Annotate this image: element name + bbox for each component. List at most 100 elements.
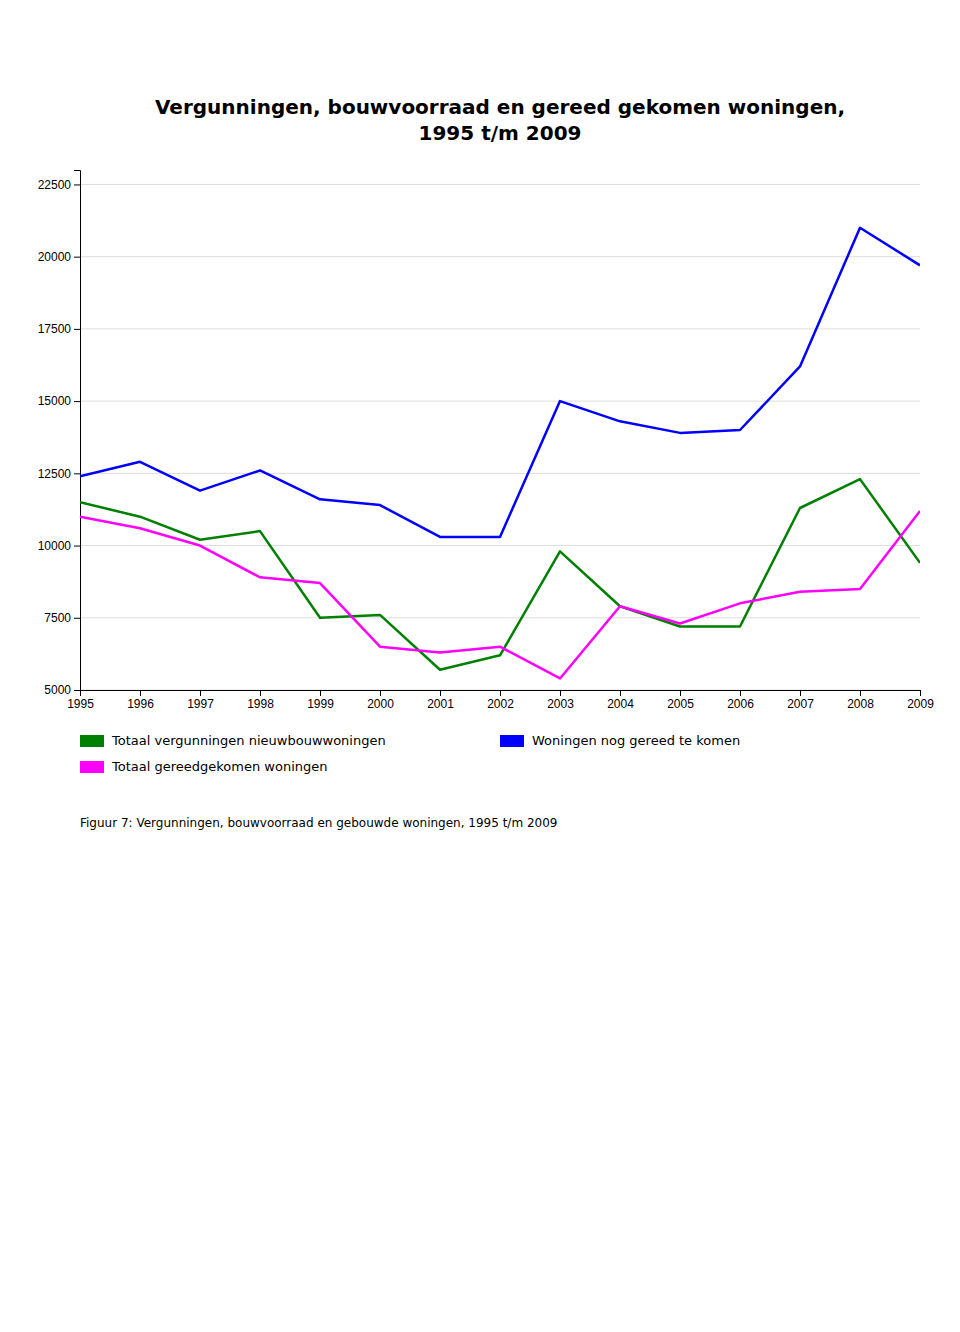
x-tick-label: 2008 bbox=[847, 697, 874, 711]
y-tick: 10000 bbox=[38, 539, 80, 553]
title: Vergunningen, bouwvoorraad en gereed gek… bbox=[155, 95, 845, 145]
x-tick-mark bbox=[200, 690, 201, 696]
y-tick-label: 15000 bbox=[38, 394, 72, 408]
y-tick-label: 20000 bbox=[38, 250, 72, 264]
y-tick: 5000 bbox=[44, 683, 80, 697]
x-tick: 2000 bbox=[367, 690, 394, 711]
x-tick-mark bbox=[920, 690, 921, 696]
x-tick-mark bbox=[740, 690, 741, 696]
x-tick-mark bbox=[320, 690, 321, 696]
x-axis: 1995 1996 1997 1998 1999 2000 2001 2002 2003 2004… bbox=[67, 690, 934, 711]
x-tick-label: 2007 bbox=[787, 697, 814, 711]
grid-line bbox=[80, 328, 920, 329]
x-tick: 1997 bbox=[187, 690, 214, 711]
x-tick-label: 1995 bbox=[67, 697, 94, 711]
x-tick-label: 2005 bbox=[667, 697, 694, 711]
x-tick-mark bbox=[380, 690, 381, 696]
x-tick-label: 2000 bbox=[367, 697, 394, 711]
x-axis-line bbox=[81, 691, 921, 697]
y-tick-mark bbox=[74, 184, 80, 185]
title-line: 1995 t/m 2009 bbox=[419, 121, 582, 145]
grid-line bbox=[80, 256, 920, 257]
title-line: Vergunningen, bouwvoorraad en gereed gek… bbox=[155, 95, 845, 119]
plot: 1995 1996 1997 1998 1999 2000 2001 2002 2003 2004… bbox=[38, 171, 935, 711]
series-group bbox=[80, 228, 920, 679]
x-tick-label: 1998 bbox=[247, 697, 274, 711]
x-tick-mark bbox=[680, 690, 681, 696]
y-tick-label: 12500 bbox=[38, 467, 72, 481]
x-tick: 2001 bbox=[427, 690, 454, 711]
x-tick: 2002 bbox=[487, 690, 514, 711]
series-line bbox=[80, 479, 920, 670]
grid-line bbox=[80, 184, 920, 185]
x-tick-label: 2001 bbox=[427, 697, 454, 711]
x-tick-label: 2003 bbox=[547, 697, 574, 711]
x-tick: 2009 bbox=[907, 690, 934, 711]
grid-line bbox=[80, 401, 920, 402]
x-tick-label: 2009 bbox=[907, 697, 934, 711]
x-tick: 2003 bbox=[547, 690, 574, 711]
legend-swatch bbox=[80, 735, 104, 747]
x-tick-mark bbox=[500, 690, 501, 696]
chart: 1995 1996 1997 1998 1999 2000 2001 2002 2003 2004… bbox=[0, 0, 960, 1332]
y-tick-label: 7500 bbox=[44, 611, 71, 625]
x-tick: 1999 bbox=[307, 690, 334, 711]
legend-item: Totaal gereedgekomen woningen bbox=[80, 759, 327, 774]
x-tick: 1998 bbox=[247, 690, 274, 711]
x-tick: 1995 bbox=[67, 690, 94, 711]
legend-label: Totaal vergunningen nieuwbouwwoningen bbox=[111, 733, 386, 748]
x-tick-label: 2006 bbox=[727, 697, 754, 711]
y-tick-mark bbox=[74, 257, 80, 258]
series-line bbox=[80, 228, 920, 537]
x-tick-label: 2004 bbox=[607, 697, 634, 711]
y-tick: 15000 bbox=[38, 394, 80, 408]
y-tick: 20000 bbox=[38, 250, 80, 264]
x-tick-mark bbox=[800, 690, 801, 696]
caption: Figuur 7: Vergunningen, bouwvoorraad en … bbox=[80, 816, 557, 830]
y-tick-mark bbox=[74, 329, 80, 330]
y-tick-label: 22500 bbox=[38, 178, 72, 192]
legend-swatch bbox=[80, 761, 104, 773]
grid-line bbox=[80, 473, 920, 474]
x-tick: 1996 bbox=[127, 690, 154, 711]
x-tick-label: 1996 bbox=[127, 697, 154, 711]
y-tick-mark bbox=[74, 401, 80, 402]
x-tick-mark bbox=[860, 690, 861, 696]
y-axis: 5000 7500 10000 12500 15000 17500 20000 22500 bbox=[38, 171, 81, 698]
legend-swatch bbox=[500, 735, 524, 747]
legend-item: Woningen nog gereed te komen bbox=[500, 733, 740, 748]
legend-item: Totaal vergunningen nieuwbouwwoningen bbox=[80, 733, 386, 748]
x-tick: 2005 bbox=[667, 690, 694, 711]
x-tick: 2004 bbox=[607, 690, 634, 711]
grid bbox=[80, 184, 920, 690]
x-tick-mark bbox=[140, 690, 141, 696]
y-tick-label: 5000 bbox=[44, 683, 71, 697]
y-tick-mark bbox=[74, 618, 80, 619]
series-line bbox=[80, 511, 920, 679]
grid-line bbox=[80, 545, 920, 546]
y-tick-label: 10000 bbox=[38, 539, 72, 553]
y-tick: 12500 bbox=[38, 467, 80, 481]
x-tick-mark bbox=[560, 690, 561, 696]
x-tick-mark bbox=[620, 690, 621, 696]
legend-label: Totaal gereedgekomen woningen bbox=[111, 759, 327, 774]
x-tick: 2008 bbox=[847, 690, 874, 711]
y-tick: 17500 bbox=[38, 322, 80, 336]
legend-label: Woningen nog gereed te komen bbox=[532, 733, 740, 748]
y-tick: 7500 bbox=[44, 611, 80, 625]
x-tick-label: 2002 bbox=[487, 697, 514, 711]
y-tick-label: 17500 bbox=[38, 322, 72, 336]
x-tick-label: 1997 bbox=[187, 697, 214, 711]
x-tick: 2007 bbox=[787, 690, 814, 711]
y-tick: 22500 bbox=[38, 178, 80, 192]
y-tick-mark bbox=[74, 690, 80, 691]
y-axis-line bbox=[74, 171, 81, 691]
x-tick: 2006 bbox=[727, 690, 754, 711]
grid-line bbox=[80, 617, 920, 618]
y-tick-mark bbox=[74, 546, 80, 547]
x-tick-label: 1999 bbox=[307, 697, 334, 711]
x-tick-mark bbox=[260, 690, 261, 696]
y-tick-mark bbox=[74, 473, 80, 474]
legend: Totaal vergunningen nieuwbouwwoningen Won… bbox=[80, 733, 740, 774]
x-tick-mark bbox=[440, 690, 441, 696]
